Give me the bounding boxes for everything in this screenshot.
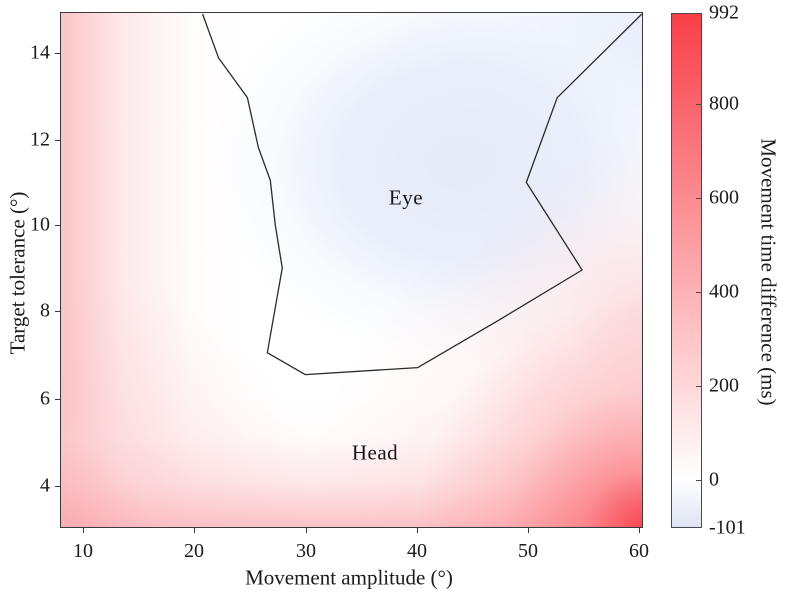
zero-contour bbox=[201, 13, 642, 376]
x-tick-mark bbox=[416, 528, 418, 533]
y-tick-label: 10 bbox=[30, 213, 50, 236]
y-tick-label: 8 bbox=[40, 299, 50, 322]
y-tick-mark bbox=[55, 398, 60, 400]
region-label-head: Head bbox=[351, 440, 399, 465]
colorbar-tick-label: 400 bbox=[709, 280, 739, 303]
heatmap-surface bbox=[61, 13, 642, 527]
y-tick-mark bbox=[55, 224, 60, 226]
x-tick-label: 40 bbox=[407, 540, 427, 562]
region-label-eye: Eye bbox=[388, 185, 424, 210]
colorbar-tick-mark bbox=[696, 385, 702, 387]
zero-contour-line bbox=[201, 13, 642, 376]
colorbar-tick-label: 600 bbox=[709, 186, 739, 209]
colorbar-tick-label: 992 bbox=[709, 1, 739, 24]
x-tick-mark bbox=[82, 528, 84, 533]
y-tick-mark bbox=[55, 310, 60, 312]
y-tick-label: 14 bbox=[30, 41, 50, 64]
colorbar-gradient bbox=[671, 13, 702, 528]
y-tick-label: 6 bbox=[40, 387, 50, 410]
y-tick-mark bbox=[55, 52, 60, 54]
x-axis-title: Movement amplitude (°) bbox=[245, 565, 453, 590]
x-tick-mark bbox=[305, 528, 307, 533]
x-tick-mark bbox=[638, 528, 640, 533]
colorbar-title: Movement time difference (ms) bbox=[756, 138, 781, 406]
x-tick-mark bbox=[193, 528, 195, 533]
x-tick-label: 10 bbox=[73, 540, 93, 562]
colorbar-tick-mark bbox=[696, 291, 702, 293]
x-tick-label: 20 bbox=[184, 540, 204, 562]
colorbar-tick-label: 0 bbox=[709, 468, 719, 491]
y-axis-title: Target tolerance (°) bbox=[5, 191, 30, 355]
colorbar-tick-mark bbox=[696, 197, 702, 199]
colorbar-tick-label: -101 bbox=[709, 516, 746, 539]
colorbar-tick-mark bbox=[696, 103, 702, 105]
x-tick-mark bbox=[527, 528, 529, 533]
x-tick-label: 60 bbox=[629, 540, 649, 562]
colorbar-tick-mark bbox=[696, 479, 702, 481]
heatmap-plot: Eye Head bbox=[60, 12, 643, 528]
x-tick-label: 50 bbox=[518, 540, 538, 562]
x-tick-label: 30 bbox=[296, 540, 316, 562]
y-tick-label: 4 bbox=[40, 474, 50, 497]
y-tick-mark bbox=[55, 139, 60, 141]
colorbar-tick-label: 800 bbox=[709, 92, 739, 115]
y-tick-mark bbox=[55, 485, 60, 487]
y-tick-label: 12 bbox=[30, 128, 50, 151]
colorbar-tick-label: 200 bbox=[709, 374, 739, 397]
